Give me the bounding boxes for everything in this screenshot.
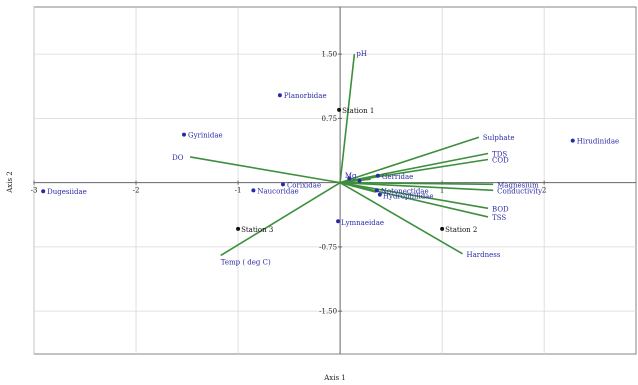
station-label: Station 3 bbox=[241, 226, 273, 234]
taxon-point bbox=[251, 188, 256, 193]
station-label: Station 2 bbox=[445, 226, 477, 234]
station-point bbox=[337, 107, 342, 112]
axes: -3 -2 -1 1 2 1.50 0.75 -0.75 -1.50 bbox=[31, 7, 636, 354]
vector-line bbox=[340, 181, 494, 186]
taxon-label: Dugesiidae bbox=[47, 188, 87, 196]
x-tick-label: 1 bbox=[440, 187, 444, 195]
x-axis-label: Axis 1 bbox=[323, 374, 346, 382]
x-tick-label: -2 bbox=[133, 187, 140, 195]
y-tick-label: -0.75 bbox=[319, 243, 337, 251]
vector-label: Mg bbox=[345, 172, 357, 180]
taxon-point bbox=[181, 132, 186, 137]
vector-line bbox=[339, 181, 377, 193]
taxon-point bbox=[374, 188, 379, 193]
vector-line bbox=[340, 178, 371, 184]
vector-label: Hardness bbox=[467, 251, 501, 259]
taxon-point bbox=[280, 182, 285, 187]
vector-line bbox=[189, 156, 341, 184]
vector-label: Temp ( deg C) bbox=[221, 258, 271, 266]
environmental-vectors bbox=[189, 54, 494, 257]
x-tick-label: 2 bbox=[542, 187, 546, 195]
taxon-point bbox=[357, 178, 362, 183]
taxon-point bbox=[277, 93, 282, 98]
x-tick-label: -3 bbox=[31, 187, 38, 195]
x-tick-label: -1 bbox=[235, 187, 242, 195]
points bbox=[41, 93, 575, 231]
vector-label: TSS bbox=[492, 214, 506, 222]
vector-label: DO bbox=[172, 154, 184, 162]
vector-label: COD bbox=[492, 157, 509, 165]
taxon-label: Gerridae bbox=[382, 173, 413, 181]
taxon-label: Corixidae bbox=[287, 181, 321, 189]
taxon-label: Hydrophilidae bbox=[383, 193, 434, 201]
station-label: Station 1 bbox=[342, 107, 374, 115]
y-tick-label: 1.50 bbox=[322, 51, 338, 59]
vector-label: pH bbox=[356, 50, 367, 58]
vector-line bbox=[339, 181, 489, 210]
vector-line bbox=[339, 158, 489, 184]
y-tick-label: 0.75 bbox=[322, 115, 338, 123]
taxon-point bbox=[377, 192, 382, 197]
taxon-label: Planorbidae bbox=[284, 92, 327, 100]
taxon-point bbox=[336, 219, 341, 224]
vector-label: Magnesium bbox=[497, 181, 539, 189]
taxon-point bbox=[347, 176, 352, 181]
station-point bbox=[236, 226, 241, 231]
vector-line bbox=[339, 136, 480, 184]
taxon-point bbox=[570, 138, 575, 143]
y-tick-label: -1.50 bbox=[319, 308, 337, 316]
y-axis-label: Axis 2 bbox=[6, 171, 14, 194]
plot-frame bbox=[33, 6, 637, 355]
vector-line bbox=[340, 181, 494, 192]
taxon-label: Gyrinidae bbox=[188, 132, 223, 140]
vector-line bbox=[339, 54, 356, 183]
vector-label: TDS bbox=[492, 151, 507, 159]
vector-line bbox=[339, 181, 463, 255]
grid bbox=[33, 6, 637, 355]
vector-label: BOD bbox=[492, 205, 509, 213]
taxon-label: Notonectidae bbox=[381, 187, 429, 195]
taxon-point bbox=[41, 189, 46, 194]
taxon-label: Naucoridae bbox=[257, 187, 298, 195]
taxon-point bbox=[375, 173, 380, 178]
taxon-label: Lymnaeidae bbox=[341, 219, 384, 227]
vector-line bbox=[339, 152, 489, 184]
station-point bbox=[440, 226, 445, 231]
vector-label: Conductivity bbox=[497, 187, 542, 195]
vector-line bbox=[220, 181, 341, 257]
taxon-label: Hirudinidae bbox=[577, 138, 619, 146]
vector-label: Sulphate bbox=[483, 134, 515, 142]
